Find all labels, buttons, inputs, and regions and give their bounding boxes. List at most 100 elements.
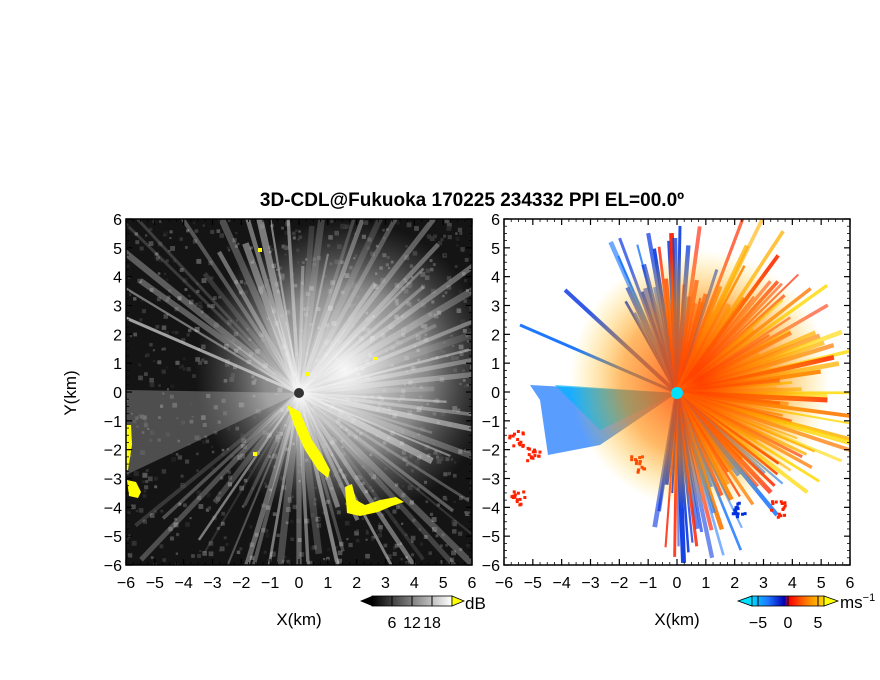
- y-tick-label: −2: [482, 443, 500, 460]
- colorbar-tick-label: 0: [784, 615, 793, 632]
- noise-speckle: [149, 288, 154, 292]
- noise-speckle: [468, 512, 471, 515]
- noise-speckle: [376, 529, 379, 532]
- noise-speckle: [339, 541, 344, 547]
- colorbar-tick-label: 5: [814, 615, 823, 632]
- x-tick-label: −3: [581, 575, 599, 592]
- velocity-speckle: [779, 514, 783, 518]
- snr-xlabel: X(km): [276, 610, 321, 629]
- noise-speckle: [140, 450, 146, 456]
- noise-speckle: [143, 422, 149, 428]
- noise-speckle: [174, 307, 179, 312]
- noise-speckle: [131, 412, 134, 415]
- noise-speckle: [263, 550, 267, 554]
- noise-speckle: [423, 535, 428, 539]
- y-tick-label: −4: [104, 500, 122, 517]
- noise-speckle: [241, 505, 245, 508]
- noise-speckle: [281, 226, 284, 230]
- noise-speckle: [436, 503, 441, 507]
- velocity-speckle: [523, 496, 527, 500]
- noise-speckle: [170, 245, 176, 251]
- velocity-speckle: [770, 508, 774, 512]
- noise-speckle: [156, 297, 161, 302]
- noise-speckle: [144, 485, 149, 490]
- noise-speckle: [223, 536, 227, 540]
- noise-speckle: [227, 482, 233, 487]
- y-tick-label: −3: [482, 472, 500, 489]
- y-tick-label: −1: [482, 414, 500, 431]
- noise-speckle: [444, 219, 449, 224]
- radar-site-marker-velocity: [671, 387, 683, 399]
- x-tick-label: −6: [117, 575, 135, 592]
- noise-speckle: [272, 512, 277, 517]
- noise-speckle: [154, 510, 158, 514]
- noise-speckle: [410, 535, 416, 541]
- noise-speckle: [168, 249, 171, 253]
- noise-speckle: [163, 233, 166, 237]
- noise-speckle: [205, 508, 210, 512]
- x-tick-label: −3: [203, 575, 221, 592]
- noise-speckle: [202, 224, 205, 227]
- noise-speckle: [434, 527, 438, 531]
- noise-speckle: [149, 513, 155, 518]
- velocity-speckle: [513, 432, 517, 436]
- colorbar-tick-label: 18: [423, 615, 441, 632]
- noise-speckle: [227, 219, 231, 222]
- noise-speckle: [232, 238, 237, 243]
- noise-speckle: [171, 457, 176, 462]
- noise-speckle: [186, 333, 190, 337]
- noise-speckle: [202, 423, 207, 427]
- noise-speckle: [464, 257, 469, 262]
- y-tick-label: −5: [104, 529, 122, 546]
- noise-speckle: [308, 560, 313, 565]
- noise-speckle: [219, 546, 225, 552]
- noise-speckle: [463, 278, 468, 283]
- noise-speckle: [251, 487, 255, 490]
- snr-echo-core: [195, 220, 472, 520]
- noise-speckle: [177, 439, 180, 443]
- noise-speckle: [133, 297, 137, 301]
- noise-speckle: [176, 417, 179, 420]
- noise-speckle: [131, 540, 137, 546]
- noise-speckle: [207, 506, 212, 510]
- noise-speckle: [165, 298, 169, 302]
- noise-speckle: [134, 232, 139, 236]
- noise-speckle: [461, 272, 466, 276]
- noise-speckle: [177, 455, 182, 460]
- y-tick-label: 4: [491, 270, 500, 287]
- noise-speckle: [454, 265, 458, 268]
- velocity-speckle: [782, 506, 786, 510]
- y-tick-label: 2: [491, 327, 500, 344]
- noise-speckle: [450, 557, 455, 562]
- noise-speckle: [234, 244, 239, 248]
- velocity-panel: −6 −5 −4 −3 −2 −1 0 1 2 3 4 5 6 6 5 4 3 2 1 0 −1 −2 −3 −4 −5 −6 X…: [482, 212, 855, 629]
- velocity-speckle: [522, 490, 526, 494]
- noise-speckle: [414, 226, 419, 231]
- noise-speckle: [276, 533, 280, 538]
- noise-speckle: [412, 518, 416, 522]
- noise-speckle: [299, 552, 305, 557]
- noise-speckle: [185, 522, 190, 527]
- snr-colorbar-label: dB: [465, 594, 486, 613]
- noise-speckle: [399, 542, 403, 546]
- noise-speckle: [149, 343, 153, 347]
- velocity-speckle: [527, 447, 531, 451]
- velocity-speckle: [783, 513, 787, 517]
- noise-speckle: [141, 431, 145, 434]
- noise-speckle: [194, 326, 200, 332]
- noise-speckle: [175, 552, 179, 555]
- noise-speckle: [161, 347, 165, 351]
- noise-speckle: [286, 559, 290, 564]
- noise-speckle: [142, 519, 147, 524]
- y-tick-label: 0: [491, 385, 500, 402]
- noise-speckle: [261, 527, 266, 533]
- velocity-speckle: [511, 494, 515, 498]
- noise-speckle: [452, 522, 457, 527]
- noise-speckle: [143, 420, 147, 424]
- y-tick-label: 3: [113, 299, 122, 316]
- velocity-speckle: [779, 500, 783, 504]
- noise-speckle: [135, 509, 139, 513]
- noise-speckle: [138, 375, 143, 381]
- noise-speckle: [383, 543, 388, 548]
- noise-speckle: [126, 264, 130, 268]
